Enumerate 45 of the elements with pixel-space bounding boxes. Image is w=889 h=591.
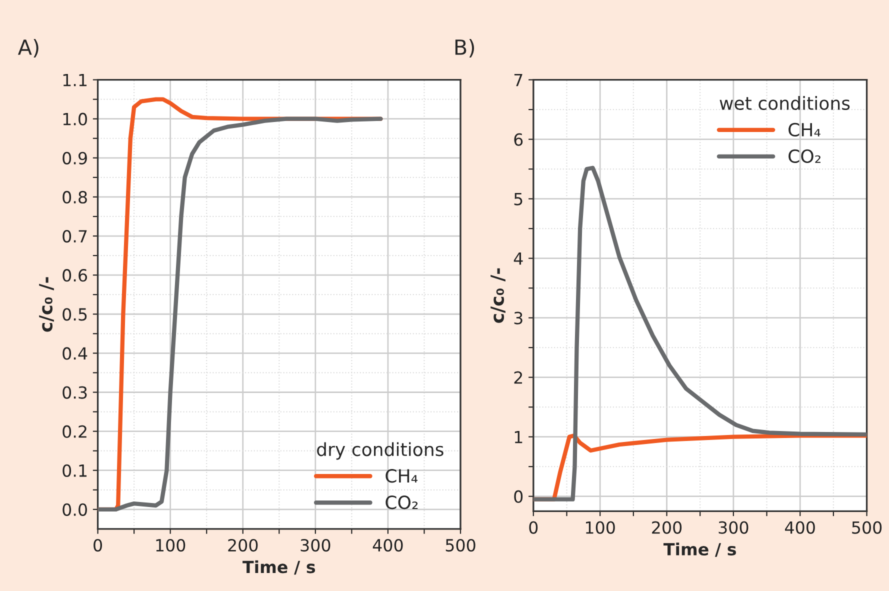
y-tick-label: 0.6 [62, 269, 88, 282]
y-tick-label: 4 [514, 252, 523, 265]
y-tick-label: 0.7 [62, 230, 87, 243]
legend-title: wet conditions [720, 96, 850, 110]
legend-title: dry conditions [317, 442, 444, 460]
x-tick-label: 100 [586, 521, 615, 534]
x-tick-label: 400 [372, 538, 403, 552]
y-tick-label: 0.1 [62, 464, 87, 477]
y-axis-title: c/c₀ /- [490, 268, 506, 323]
x-tick-label: 0 [94, 538, 102, 552]
y-tick-label: 0.5 [62, 308, 87, 321]
x-tick-label: 400 [785, 521, 815, 534]
legend-label: CH₄ [386, 469, 418, 483]
y-tick-label: 0.9 [62, 152, 87, 164]
x-axis-title: Time / s [663, 542, 736, 557]
x-tick-label: 0 [529, 521, 538, 534]
chart-title: A) [18, 38, 38, 58]
y-tick-label: 0.8 [62, 190, 87, 204]
y-tick-label: 1.0 [63, 112, 87, 126]
y-tick-label: 0.2 [62, 425, 86, 438]
y-tick-label: 7 [514, 74, 522, 86]
x-tick-label: 200 [652, 521, 682, 534]
y-tick-label: 0.0 [62, 503, 87, 516]
y-tick-label: 0.4 [62, 347, 88, 360]
x-tick-label: 500 [852, 521, 882, 534]
y-tick-label: 6 [514, 133, 523, 146]
x-axis-title: Time / s [242, 560, 316, 575]
y-tick-label: 3 [514, 312, 522, 324]
y-tick-label: 0 [514, 490, 523, 503]
y-tick-label: 0.3 [62, 386, 87, 399]
y-axis-title: c/c₀ /- [39, 277, 54, 332]
legend-label: CO₂ [386, 496, 418, 510]
x-tick-label: 100 [156, 538, 186, 552]
y-tick-label: 5 [514, 192, 522, 206]
y-tick-label: 1 [514, 431, 522, 444]
y-tick-label: 1.1 [63, 74, 87, 86]
legend-label: CO₂ [788, 149, 820, 164]
x-tick-label: 300 [718, 521, 748, 534]
legend-label: CH₄ [788, 122, 820, 137]
x-tick-label: 200 [228, 538, 258, 552]
x-tick-label: 300 [300, 538, 330, 552]
y-tick-label: 2 [514, 371, 522, 384]
x-tick-label: 500 [446, 538, 476, 552]
line-series [533, 166, 867, 502]
chart-title: B) [455, 38, 474, 58]
